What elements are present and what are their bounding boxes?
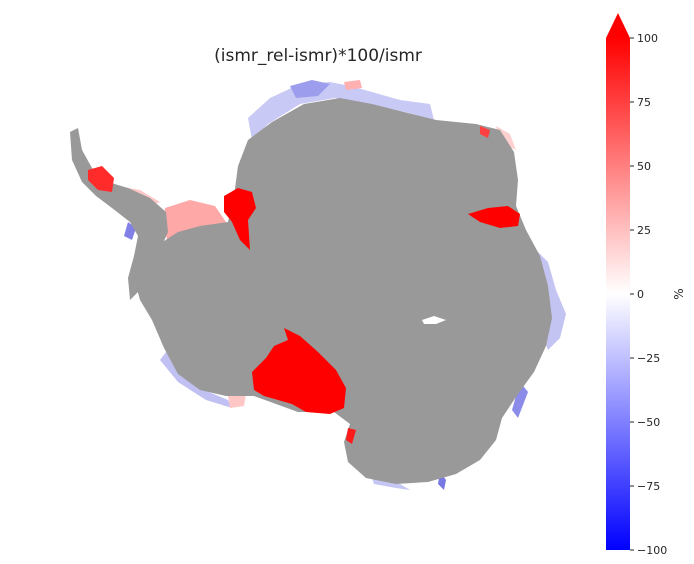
colorbar: 100 75 50 25 0 −25 −50 −75 −100 % [606,13,686,557]
grounded-ice-sheet [134,98,552,484]
colorbar-tick-label: −25 [637,352,660,365]
colorbar-tick-label: −75 [637,480,660,493]
colorbar-tick-label: 75 [637,96,651,109]
colorbar-tick-label: −50 [637,416,660,429]
ice-shelves-strong-positive [88,126,520,444]
colorbar-tick-label: 0 [637,288,644,301]
colorbar-tick-label: 100 [637,32,658,45]
antarctica-map [70,80,566,490]
colorbar-tick-label: 25 [637,224,651,237]
map-title: (ismr_rel-ismr)*100/ismr [214,46,422,66]
colorbar-ticks: 100 75 50 25 0 −25 −50 −75 −100 [630,32,667,557]
colorbar-tick-label: 50 [637,160,651,173]
colorbar-gradient [606,38,630,550]
interior-gap [422,316,446,324]
colorbar-extend-arrow [606,13,630,38]
colorbar-label: % [672,288,686,299]
colorbar-tick-label: −100 [637,544,667,557]
